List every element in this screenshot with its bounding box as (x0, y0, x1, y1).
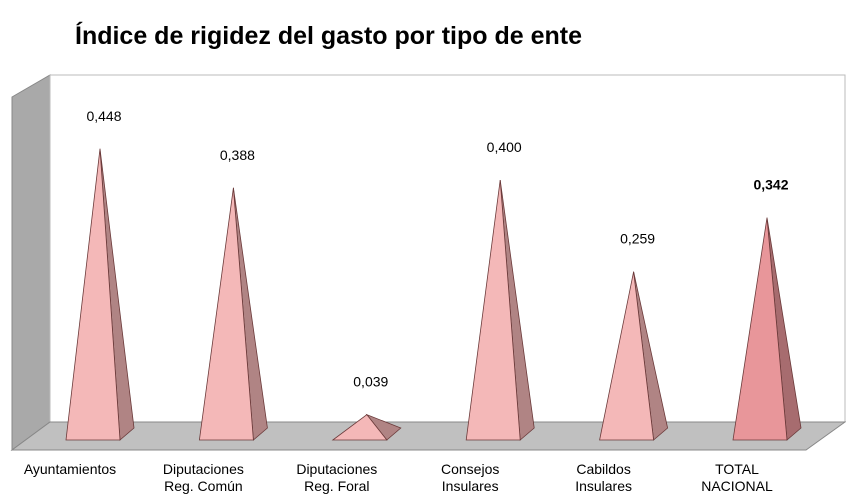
x-tick-label: Cabildos (576, 461, 630, 477)
pyramid-front (331, 414, 388, 441)
x-tick-label: TOTAL (715, 461, 759, 477)
x-tick-label: Insulares (442, 478, 499, 494)
data-label: 0,259 (620, 231, 655, 247)
data-label: 0,342 (753, 177, 788, 193)
floor (10, 421, 846, 451)
pyramid-front (65, 148, 121, 441)
data-label: 0,388 (220, 147, 255, 163)
side-wall (11, 74, 51, 451)
x-tick-label: Consejos (441, 461, 499, 477)
x-tick-label: Reg. Foral (304, 478, 369, 494)
pyramid (599, 271, 669, 441)
pyramid (732, 217, 802, 441)
x-tick-label: Reg. Común (164, 478, 243, 494)
data-label: 0,448 (86, 108, 121, 124)
pyramid-front (732, 217, 788, 441)
x-tick-label: Insulares (575, 478, 632, 494)
back-wall (49, 74, 846, 423)
pyramid (465, 179, 535, 441)
pyramid-front (465, 179, 521, 441)
x-tick-label: Diputaciones (163, 461, 244, 477)
x-tick-label: Ayuntamientos (24, 461, 116, 477)
pyramid (331, 413, 402, 441)
pyramid (65, 148, 135, 441)
pyramid-front (599, 271, 655, 441)
data-label: 0,400 (487, 139, 522, 155)
chart-title: Índice de rigidez del gasto por tipo de … (75, 21, 582, 50)
x-tick-label: Diputaciones (296, 461, 377, 477)
data-label: 0,039 (353, 374, 388, 390)
pyramid-front (198, 187, 254, 441)
pyramid (198, 187, 268, 441)
x-tick-label: NACIONAL (701, 478, 773, 494)
